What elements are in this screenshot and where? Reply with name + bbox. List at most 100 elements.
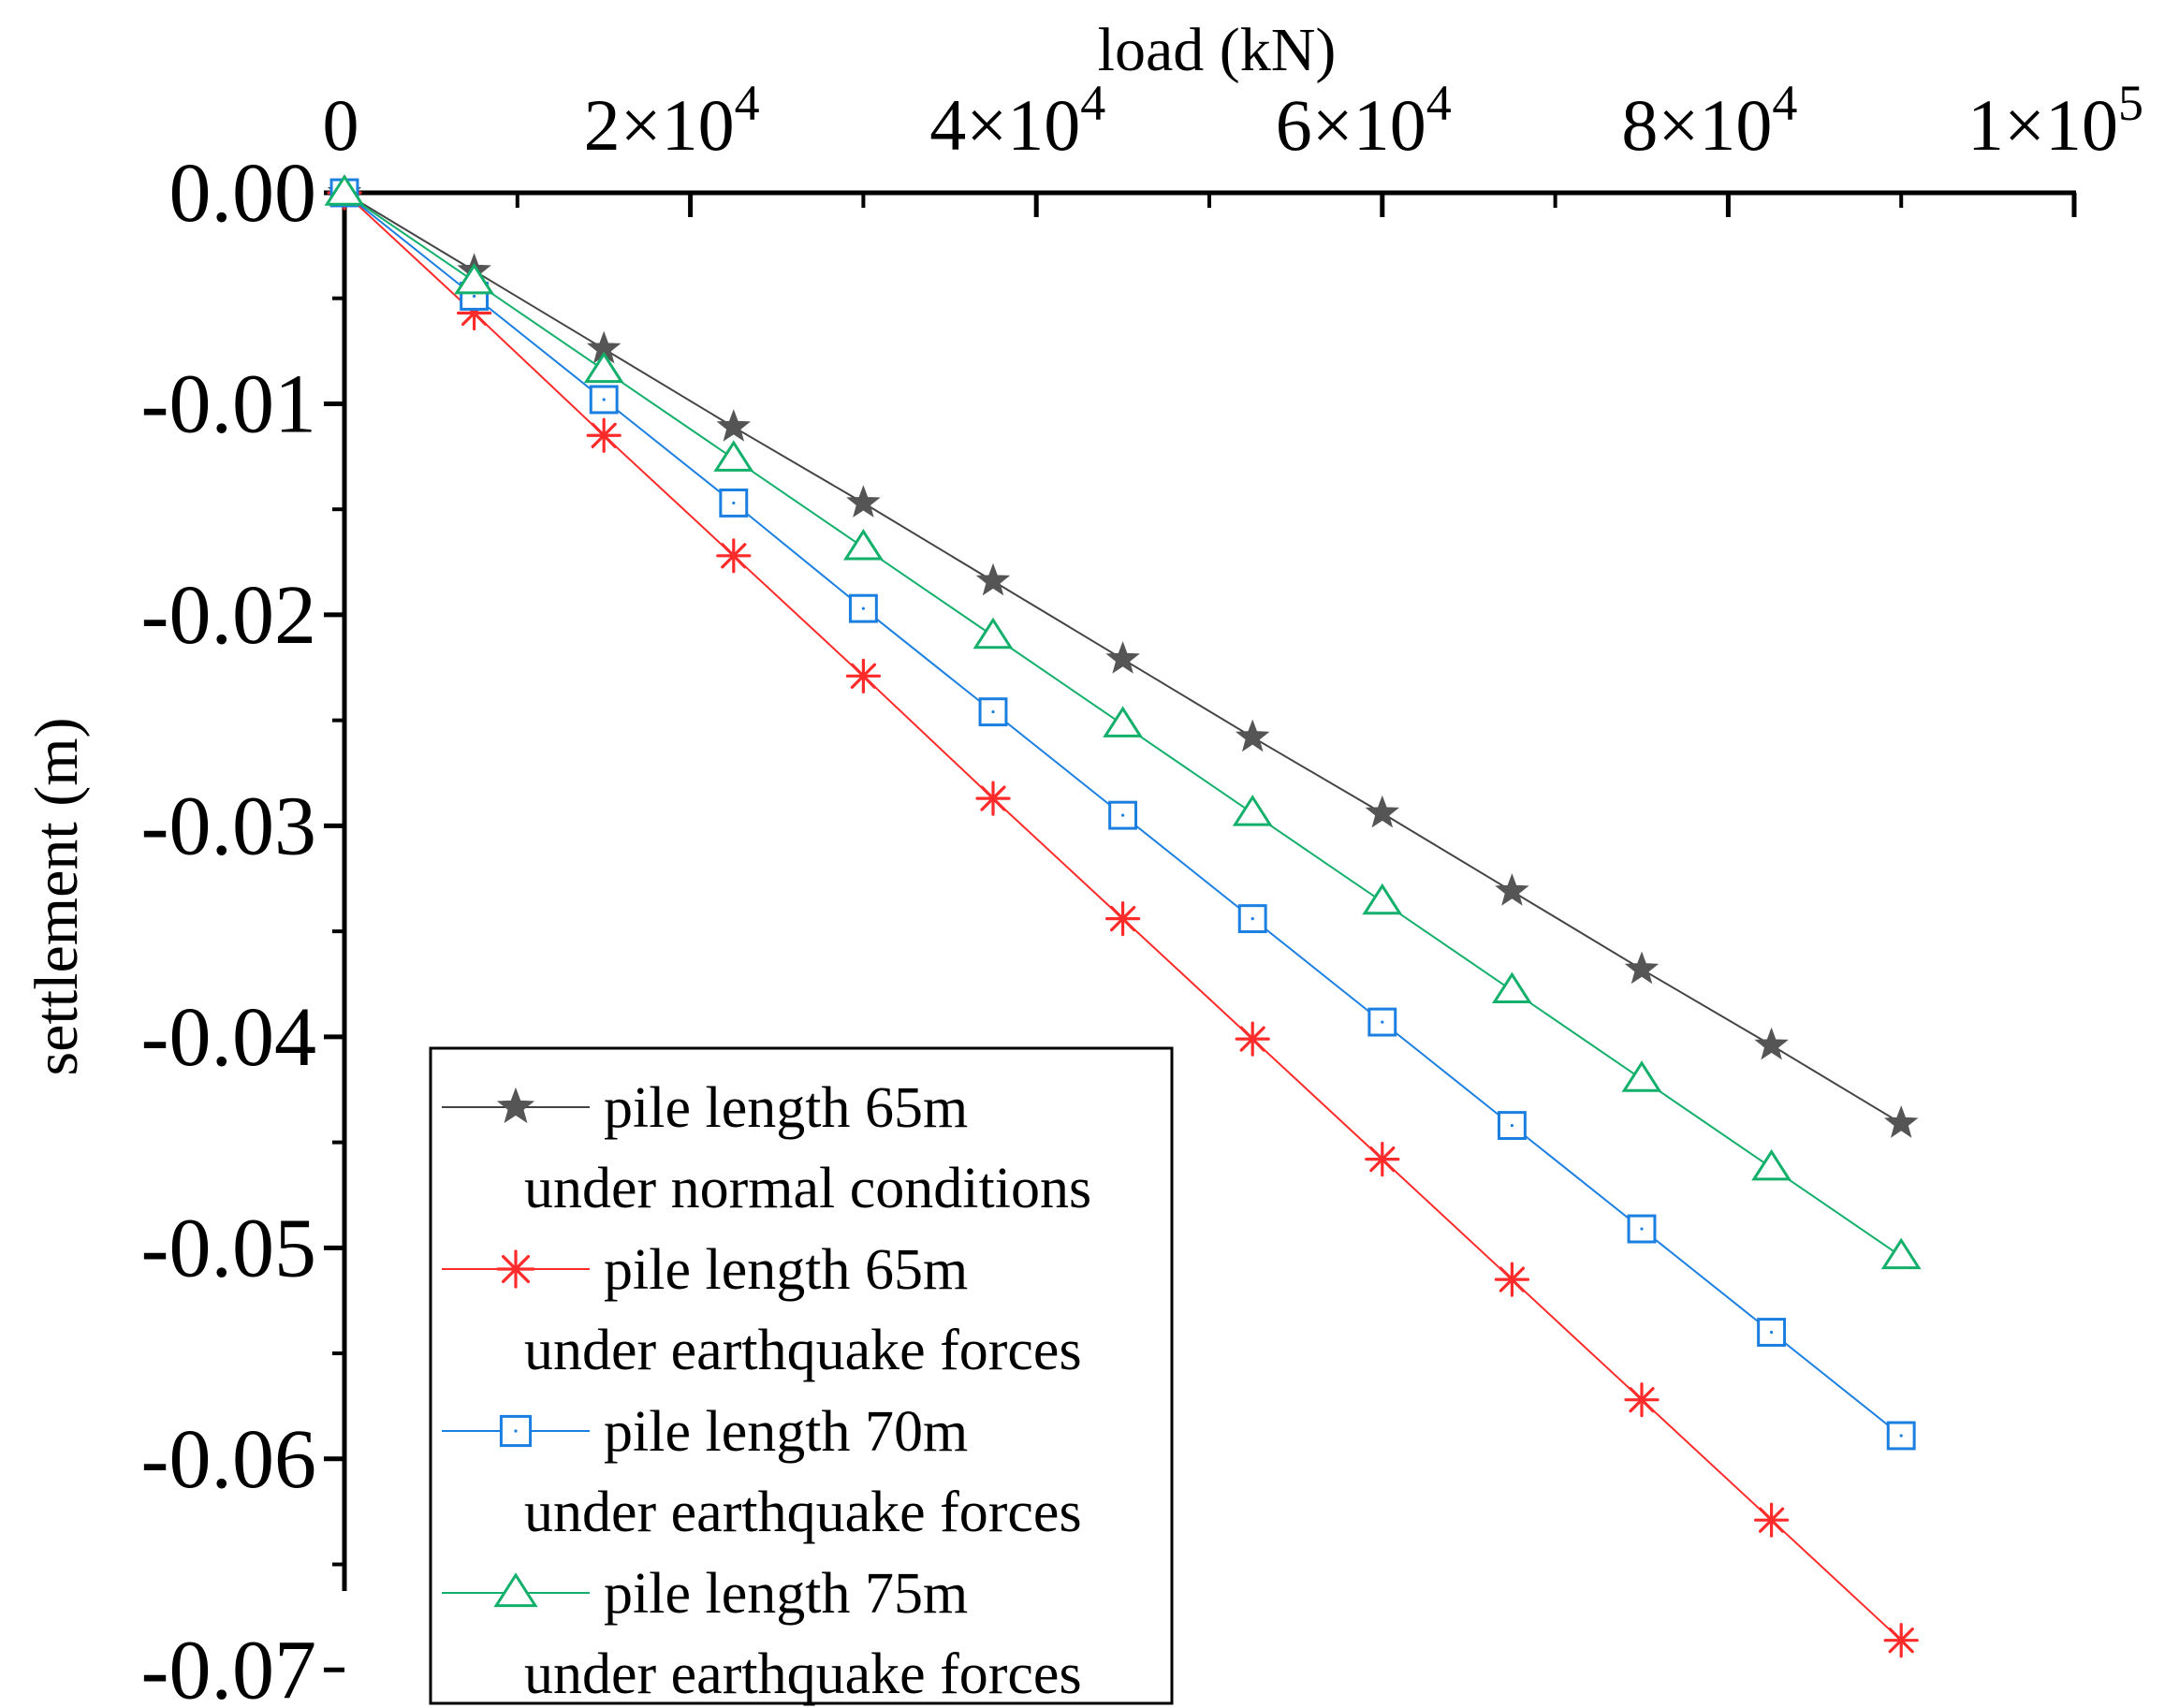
data-point-triangle: [1232, 795, 1273, 826]
y-tick-label: 0.00: [169, 147, 317, 240]
data-point-triangle: [1621, 1060, 1662, 1092]
data-point-square: [1886, 1421, 1916, 1451]
x-tick-times: ×: [2004, 84, 2045, 166]
plot-series: [324, 174, 1922, 1658]
legend-marker-triangle: [493, 1572, 538, 1608]
x-tick-exponent: 4: [735, 75, 760, 131]
square-outline: [589, 385, 619, 415]
legend-entry-4: pile length 75m under earthquake forces: [442, 1562, 1082, 1706]
x-tick-base: 10: [1699, 84, 1772, 166]
asterisk-stroke: [1758, 1507, 1785, 1533]
legend-marker-star: [496, 1087, 535, 1124]
data-point-star: [1624, 951, 1660, 985]
legend-entry-3: pile length 70m under earthquake forces: [442, 1400, 1082, 1544]
square-center-dot: [1250, 917, 1254, 921]
legend-label-line2: under earthquake forces: [524, 1642, 1082, 1706]
data-point-square: [719, 488, 749, 518]
data-point-asterisk: [975, 781, 1011, 816]
legend-label: pile length 65m: [604, 1076, 968, 1140]
x-tick-exponent: 4: [1426, 75, 1452, 131]
y-tick-label: -0.03: [141, 780, 316, 872]
data-point-square: [1108, 800, 1138, 830]
square-center-dot: [602, 398, 606, 401]
data-point-asterisk: [1365, 1142, 1400, 1177]
x-tick-label: 1×105: [1967, 75, 2143, 166]
data-point-triangle: [1362, 883, 1403, 915]
square-center-dot: [514, 1429, 518, 1433]
data-point-asterisk: [1624, 1382, 1660, 1418]
data-point-star: [716, 409, 752, 442]
y-axis: 0.00 -0.01 -0.02 -0.03 -0.04 -0.05 -0.06 -0.07: [141, 147, 347, 1708]
x-tick-mantissa: 6: [1276, 84, 1312, 166]
x-tick-base: 10: [1353, 84, 1426, 166]
y-tick-label: -0.05: [141, 1202, 316, 1294]
data-point-asterisk: [586, 417, 622, 453]
data-point-asterisk: [1235, 1021, 1270, 1057]
asterisk-stroke: [721, 543, 747, 569]
asterisk-stroke: [1499, 1266, 1526, 1292]
x-tick-exponent: 5: [2118, 75, 2143, 131]
y-tick-label: -0.01: [141, 358, 316, 450]
x-axis: 0 2×104 4×104 6×104 8×104 1×105: [323, 75, 2143, 217]
square-center-dot: [473, 294, 476, 299]
asterisk-stroke: [501, 1254, 531, 1284]
data-point-triangle: [973, 617, 1014, 650]
data-point-triangle: [1103, 706, 1144, 737]
data-point-star: [1495, 873, 1529, 906]
x-tick-mantissa: 1: [1967, 84, 2004, 166]
data-point-square: [1237, 904, 1267, 934]
asterisk-stroke: [1888, 1628, 1914, 1654]
data-point-square: [1757, 1318, 1787, 1347]
data-point-triangle: [454, 262, 495, 295]
data-point-square: [589, 385, 619, 415]
legend-label-line2: under earthquake forces: [524, 1481, 1082, 1544]
y-axis-title: settlement (m): [22, 717, 91, 1075]
data-point-asterisk: [1883, 1623, 1919, 1658]
y-tick-label: -0.06: [141, 1413, 316, 1506]
square-outline: [1237, 904, 1267, 934]
x-tick-label: 2×104: [584, 75, 760, 166]
x-axis-title: load (kN): [1098, 16, 1337, 84]
x-tick-times: ×: [1658, 84, 1699, 166]
data-point-triangle: [1491, 971, 1532, 1004]
data-point-star: [1235, 719, 1270, 752]
asterisk-stroke: [1109, 905, 1136, 932]
data-point-star: [1105, 641, 1140, 674]
x-tick-mantissa: 8: [1621, 84, 1658, 166]
legend-label: pile length 65m: [604, 1238, 968, 1302]
legend-label-line2: under normal conditions: [524, 1157, 1091, 1220]
x-tick-base: 10: [662, 84, 735, 166]
data-point-asterisk: [1494, 1262, 1530, 1297]
asterisk-stroke: [591, 422, 617, 448]
x-tick-label: 4×104: [929, 75, 1105, 166]
data-point-triangle: [324, 174, 365, 206]
legend-marker-square: [499, 1414, 533, 1448]
square-center-dot: [1510, 1123, 1514, 1128]
data-point-star: [1754, 1027, 1789, 1060]
square-center-dot: [991, 710, 995, 714]
asterisk-stroke: [1239, 1026, 1265, 1052]
asterisk-stroke: [850, 663, 877, 689]
data-point-star: [846, 485, 881, 518]
x-tick-times: ×: [1312, 84, 1353, 166]
x-tick-base: 10: [2045, 84, 2118, 166]
square-center-dot: [1899, 1434, 1903, 1438]
y-tick-label: -0.02: [141, 569, 316, 662]
square-center-dot: [1381, 1020, 1384, 1024]
data-point-triangle: [713, 440, 754, 472]
data-point-square: [1497, 1111, 1527, 1141]
legend-label-line2: under earthquake forces: [524, 1319, 1082, 1382]
data-point-star: [1883, 1105, 1919, 1138]
square-center-dot: [1770, 1330, 1774, 1335]
y-tick-label: -0.04: [141, 991, 316, 1084]
data-point-triangle: [1880, 1237, 1922, 1270]
asterisk-stroke: [1369, 1146, 1396, 1173]
asterisk-stroke: [1629, 1387, 1655, 1413]
square-center-dot: [1640, 1227, 1644, 1231]
series-4: [324, 174, 1922, 1270]
data-point-star: [975, 562, 1011, 596]
legend-marker-asterisk: [496, 1249, 535, 1289]
x-tick-label: 8×104: [1621, 75, 1797, 166]
legend-label: pile length 75m: [604, 1562, 968, 1626]
data-point-asterisk: [1753, 1502, 1790, 1538]
